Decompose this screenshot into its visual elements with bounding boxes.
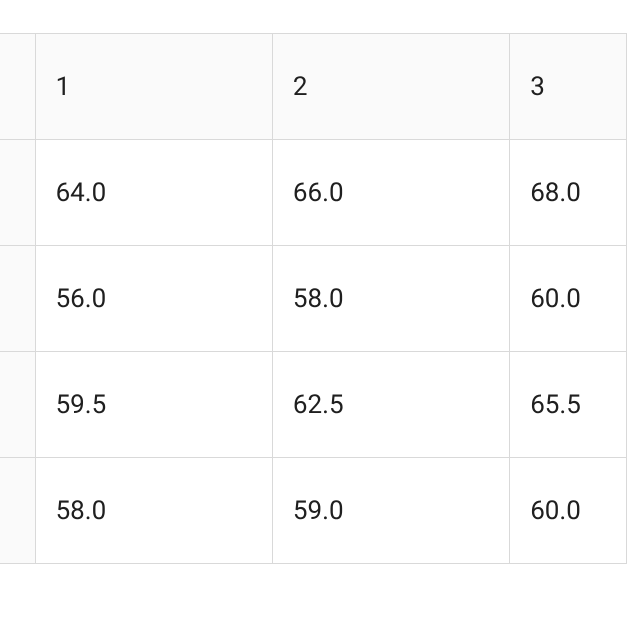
table-row: 64.0 66.0 68.0 (0, 140, 627, 246)
cell: 59.0 (272, 458, 509, 564)
row-lead (0, 458, 35, 564)
cell: 62.5 (272, 352, 509, 458)
cell: 60.0 (510, 246, 627, 352)
table-row: 59.5 62.5 65.5 (0, 352, 627, 458)
col-header-1: 1 (35, 34, 272, 140)
data-table: 1 2 3 64.0 66.0 68.0 56.0 58.0 60.0 59.5 (0, 33, 627, 564)
cell: 56.0 (35, 246, 272, 352)
header-lead (0, 34, 35, 140)
table-row: 56.0 58.0 60.0 (0, 246, 627, 352)
cell: 58.0 (35, 458, 272, 564)
row-lead (0, 246, 35, 352)
row-lead (0, 140, 35, 246)
cell: 66.0 (272, 140, 509, 246)
col-header-3: 3 (510, 34, 627, 140)
table-row: 58.0 59.0 60.0 (0, 458, 627, 564)
header-row: 1 2 3 (0, 34, 627, 140)
row-lead (0, 352, 35, 458)
cell: 59.5 (35, 352, 272, 458)
cell: 60.0 (510, 458, 627, 564)
cell: 64.0 (35, 140, 272, 246)
col-header-2: 2 (272, 34, 509, 140)
cell: 58.0 (272, 246, 509, 352)
cell: 68.0 (510, 140, 627, 246)
cell: 65.5 (510, 352, 627, 458)
